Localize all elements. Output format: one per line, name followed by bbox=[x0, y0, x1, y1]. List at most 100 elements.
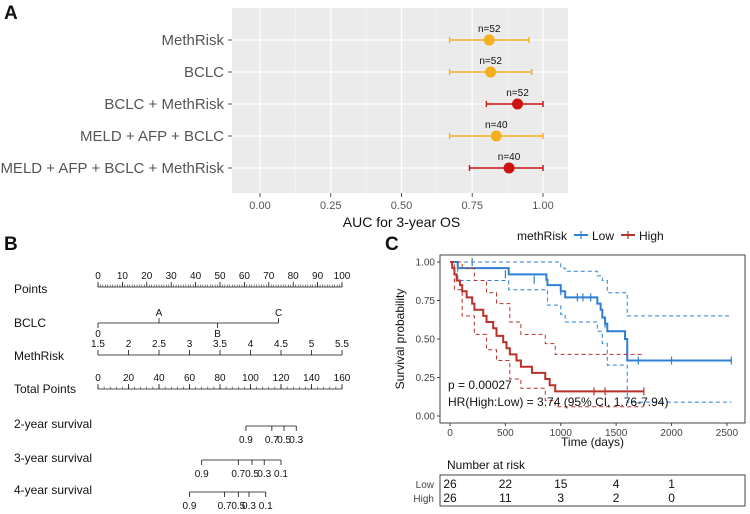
forest-n-label: n=52 bbox=[479, 56, 502, 67]
nomogram-tick-label: 160 bbox=[334, 373, 351, 384]
km-x-tick-label: 2500 bbox=[716, 428, 739, 439]
nomogram-row-label: Total Points bbox=[14, 382, 76, 396]
nomogram-tick-label: 0.5 bbox=[231, 501, 245, 509]
nomogram-tick-label: 40 bbox=[190, 271, 202, 282]
km-p-value: p = 0.00027 bbox=[448, 378, 512, 392]
km-x-tick-label: 0 bbox=[447, 428, 453, 439]
nomogram-tick-label: 0.3 bbox=[257, 469, 271, 480]
forest-row-label: MELD + AFP + BCLC + MethRisk bbox=[0, 160, 224, 177]
km-legend-label-high: High bbox=[639, 229, 664, 243]
risk-cell: 1 bbox=[668, 477, 675, 491]
nomogram-row-label: MethRisk bbox=[14, 349, 65, 363]
risk-cell: 0 bbox=[668, 491, 675, 505]
panel-label-c: C bbox=[385, 234, 399, 255]
km-y-tick-label: 1.00 bbox=[416, 258, 436, 269]
nomogram-tick-label: 0.9 bbox=[239, 435, 253, 446]
forest-x-tick-label: 1.00 bbox=[532, 200, 553, 212]
nomogram-tick-label: 50 bbox=[214, 271, 226, 282]
nomogram-tick-label: 3 bbox=[187, 339, 193, 350]
km-ci-lower-high bbox=[450, 261, 644, 408]
nomogram-tick-label: 2.5 bbox=[152, 339, 166, 350]
risk-table: Number at risk Low 26 22 15 4 1 High 26 11 3 2 0 bbox=[413, 458, 746, 507]
km-y-tick-label: 0.75 bbox=[416, 296, 436, 307]
nomogram-tick-label: 5 bbox=[309, 339, 315, 350]
km-hazard-ratio: HR(High:Low) = 3.74 (95% CI, 1.76-7.94) bbox=[448, 395, 668, 409]
forest-point bbox=[512, 98, 524, 110]
nomogram-tick-label: 80 bbox=[214, 373, 226, 384]
km-legend-label-low: Low bbox=[592, 229, 614, 243]
km-y-tick-label: 0.00 bbox=[416, 412, 436, 423]
km-x-tick-label: 2000 bbox=[660, 428, 683, 439]
km-x-tick-label: 500 bbox=[497, 428, 514, 439]
km-x-tick-label: 1500 bbox=[605, 428, 628, 439]
nomogram-tick-label: 20 bbox=[141, 271, 153, 282]
km-ci-lower-low bbox=[450, 261, 732, 403]
forest-n-label: n=40 bbox=[498, 152, 521, 163]
nomogram-tick-label: 0.5 bbox=[245, 469, 259, 480]
nomogram-tick-label: 20 bbox=[123, 373, 135, 384]
risk-cell: 11 bbox=[499, 491, 512, 505]
nomogram-row-label: 2-year survival bbox=[14, 417, 92, 431]
nomogram-row-label: 4-year survival bbox=[14, 483, 92, 497]
forest-x-tick-label: 0.25 bbox=[320, 200, 341, 212]
km-ci-upper-low bbox=[450, 261, 732, 317]
km-y-tick-label: 0.25 bbox=[416, 373, 436, 384]
forest-row-label: MELD + AFP + BCLC bbox=[80, 128, 224, 145]
nomogram-tick-label: 0.9 bbox=[195, 469, 209, 480]
forest-plot: 0.00 0.25 0.50 0.75 1.00 MethRisk n=52 BCLC n=52… bbox=[0, 8, 568, 230]
nomogram-tick-label: 70 bbox=[263, 271, 275, 282]
forest-x-tick-label: 0.50 bbox=[391, 200, 412, 212]
nomogram-tick-label: 10 bbox=[117, 271, 129, 282]
nomogram-tick-label: 0.9 bbox=[183, 501, 197, 509]
nomogram-tick-label: 5.5 bbox=[335, 339, 349, 350]
forest-n-label: n=40 bbox=[485, 120, 508, 131]
nomogram-tick-label: 140 bbox=[303, 373, 320, 384]
nomogram-row-label: 3-year survival bbox=[14, 451, 92, 465]
nomogram-tick-label: 40 bbox=[153, 373, 165, 384]
forest-point bbox=[503, 162, 515, 174]
forest-row-label: BCLC + MethRisk bbox=[104, 96, 224, 113]
forest-n-label: n=52 bbox=[478, 24, 501, 35]
forest-point bbox=[485, 66, 497, 78]
risk-row-label-low: Low bbox=[416, 480, 435, 491]
nomogram-tick-label: 0.1 bbox=[274, 469, 288, 480]
km-x-axis-title: Time (days) bbox=[561, 435, 624, 449]
risk-row-label-high: High bbox=[413, 494, 434, 505]
nomogram-tick-label: 60 bbox=[184, 373, 196, 384]
nomogram-tick-label: 80 bbox=[288, 271, 300, 282]
km-x-tick-label: 1000 bbox=[550, 428, 573, 439]
risk-table-title: Number at risk bbox=[447, 458, 526, 472]
forest-x-axis-title: AUC for 3-year OS bbox=[343, 214, 460, 230]
nomogram-tick-label: 2 bbox=[126, 339, 132, 350]
km-y-tick-label: 0.50 bbox=[416, 335, 436, 346]
km-curve-high bbox=[450, 261, 644, 393]
nomogram-tick-label: 0.3 bbox=[242, 501, 256, 509]
nomogram-tick-label: C bbox=[275, 308, 282, 319]
nomogram-tick-label: 0.5 bbox=[277, 435, 291, 446]
nomogram-tick-label: 4 bbox=[248, 339, 254, 350]
risk-cell: 4 bbox=[613, 477, 620, 491]
risk-table-frame bbox=[439, 474, 746, 507]
nomogram-tick-label: 0.7 bbox=[231, 469, 245, 480]
nomogram-tick-label: 60 bbox=[239, 271, 251, 282]
risk-cell: 2 bbox=[613, 491, 620, 505]
nomogram-tick-label: 4.5 bbox=[274, 339, 288, 350]
nomogram-tick-label: 30 bbox=[166, 271, 178, 282]
nomogram-tick-label: 0.1 bbox=[259, 501, 273, 509]
nomogram-tick-label: 120 bbox=[273, 373, 290, 384]
nomogram-tick-label: 0.3 bbox=[289, 435, 303, 446]
km-curve-low bbox=[450, 261, 732, 362]
forest-n-label: n=52 bbox=[506, 88, 529, 99]
km-plot: 0 500 1000 1500 2000 2500 0.00 0.25 0.50 0.75 1.00… bbox=[393, 229, 746, 449]
forest-row-label: MethRisk bbox=[161, 32, 224, 49]
risk-cell: 15 bbox=[554, 477, 568, 491]
nomogram-tick-label: 0 bbox=[95, 373, 101, 384]
risk-cell: 26 bbox=[443, 477, 457, 491]
nomogram-row-label: Points bbox=[14, 282, 47, 296]
nomogram-tick-label: 100 bbox=[242, 373, 259, 384]
panel-label-a: A bbox=[4, 3, 18, 24]
km-y-axis-title: Survival probability bbox=[393, 289, 407, 390]
nomogram-tick-label: 3.5 bbox=[213, 339, 227, 350]
